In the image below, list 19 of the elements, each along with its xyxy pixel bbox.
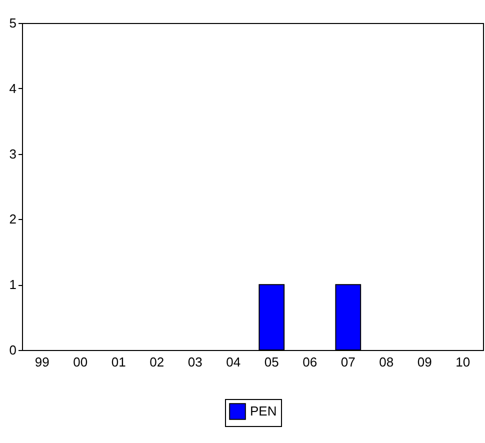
x-tick-label: 03: [188, 354, 202, 370]
y-tick-label: 1: [9, 277, 16, 292]
legend-label: PEN: [250, 404, 277, 418]
x-tick-label: 09: [417, 354, 432, 370]
y-tick-label: 2: [9, 212, 16, 227]
x-tick-label: 06: [302, 354, 318, 370]
x-tick-label: 01: [111, 354, 126, 370]
x-tick-label: 05: [264, 354, 279, 370]
x-tick-label: 04: [226, 354, 241, 370]
x-tick-label: 02: [150, 354, 164, 370]
x-tick-label: 07: [340, 354, 356, 370]
y-tick-label: 3: [9, 146, 16, 162]
x-tick-label: 10: [456, 354, 470, 370]
x-tick-label: 99: [34, 354, 50, 370]
y-tick-label: 5: [9, 16, 16, 30]
x-tick-label: 00: [73, 354, 88, 370]
y-tick-label: 4: [9, 80, 16, 96]
y-tick-label: 0: [9, 342, 16, 358]
x-tick-label: 08: [379, 354, 394, 370]
